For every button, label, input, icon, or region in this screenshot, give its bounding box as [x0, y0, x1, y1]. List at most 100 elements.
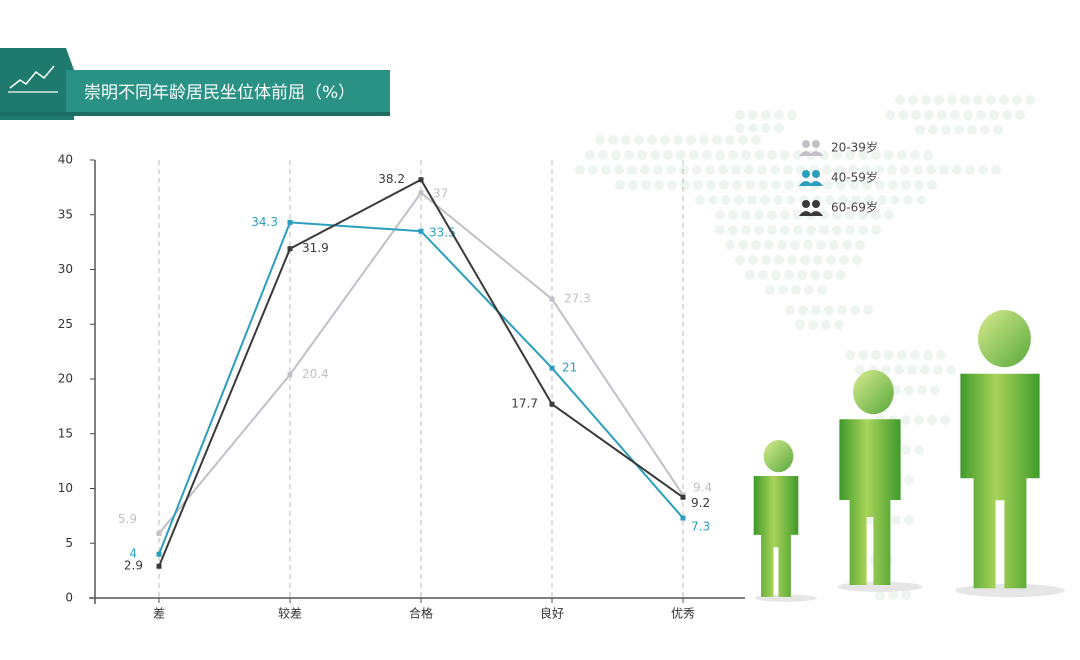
map-dot: [895, 95, 905, 105]
map-dot: [819, 150, 829, 160]
legend-icon: [812, 170, 820, 178]
map-dot: [881, 365, 891, 375]
map-dot: [751, 135, 761, 145]
map-dot: [976, 110, 986, 120]
map-dot: [817, 285, 827, 295]
map-dot: [928, 125, 938, 135]
map-dot: [754, 150, 764, 160]
map-dot: [647, 135, 657, 145]
map-dot: [695, 195, 705, 205]
map-dot: [850, 305, 860, 315]
legend-label: 40-59岁: [831, 170, 878, 185]
data-label: 20.4: [302, 367, 329, 381]
data-label: 27.3: [564, 292, 591, 306]
map-dot: [910, 150, 920, 160]
data-label: 37: [433, 186, 448, 200]
map-dot: [917, 385, 927, 395]
point-marker: [156, 551, 162, 557]
point-marker: [156, 563, 162, 569]
data-label: 7.3: [691, 520, 710, 534]
point-marker: [549, 401, 555, 407]
map-dot: [904, 475, 914, 485]
point-marker: [680, 515, 686, 521]
map-dot: [811, 305, 821, 315]
y-tick-label: 30: [58, 262, 73, 276]
map-dot: [934, 95, 944, 105]
map-dot: [858, 350, 868, 360]
legend-icon: [802, 140, 810, 148]
map-dot: [705, 165, 715, 175]
map-dot: [855, 365, 865, 375]
map-dot: [791, 285, 801, 295]
map-dot: [725, 240, 735, 250]
map-dot: [871, 150, 881, 160]
map-dot: [823, 270, 833, 280]
y-tick-label: 20: [58, 372, 73, 386]
map-dot: [832, 225, 842, 235]
y-tick-label: 25: [58, 317, 73, 331]
map-dot: [939, 165, 949, 175]
map-dot: [715, 150, 725, 160]
map-dot: [699, 135, 709, 145]
map-dot: [637, 150, 647, 160]
map-dot: [923, 350, 933, 360]
figure-body: [753, 475, 799, 597]
map-dot: [601, 165, 611, 175]
map-dot: [728, 210, 738, 220]
point-marker: [418, 190, 424, 196]
map-dot: [816, 240, 826, 250]
map-dot: [785, 305, 795, 315]
legend-icon: [799, 181, 813, 186]
map-dot: [804, 285, 814, 295]
map-dot: [877, 195, 887, 205]
map-dot: [738, 240, 748, 250]
map-dot: [634, 135, 644, 145]
map-dot: [999, 95, 1009, 105]
map-dot: [989, 110, 999, 120]
map-dot: [914, 445, 924, 455]
map-dot: [676, 150, 686, 160]
map-dot: [871, 210, 881, 220]
series-line: [158, 178, 684, 567]
map-dot: [708, 195, 718, 205]
point-marker: [418, 177, 424, 183]
map-dot: [845, 225, 855, 235]
map-dot: [875, 590, 885, 600]
map-dot: [780, 210, 790, 220]
point-marker: [156, 530, 162, 536]
figure-head: [978, 310, 1031, 368]
map-dot: [907, 365, 917, 375]
map-dot: [689, 150, 699, 160]
map-dot: [908, 95, 918, 105]
map-dot: [904, 515, 914, 525]
map-dot: [741, 210, 751, 220]
map-dot: [845, 210, 855, 220]
world-map-decoration: [575, 95, 1035, 600]
title-banner: 崇明不同年龄居民坐位体前屈（%）: [0, 48, 390, 120]
map-dot: [787, 110, 797, 120]
legend-icon: [802, 170, 810, 178]
map-dot: [765, 285, 775, 295]
map-dot: [748, 123, 758, 133]
map-dot: [621, 135, 631, 145]
map-dot: [808, 320, 818, 330]
map-dot: [986, 95, 996, 105]
map-dot: [774, 255, 784, 265]
map-dot: [751, 240, 761, 250]
map-dot: [735, 255, 745, 265]
legend-icon: [809, 151, 823, 156]
map-dot: [719, 180, 729, 190]
map-dot: [993, 125, 1003, 135]
map-dot: [803, 240, 813, 250]
map-dot: [871, 350, 881, 360]
map-dot: [767, 210, 777, 220]
data-label: 21: [562, 361, 577, 375]
map-dot: [891, 515, 901, 525]
map-dot: [650, 150, 660, 160]
map-dot: [654, 180, 664, 190]
map-dot: [735, 110, 745, 120]
map-dot: [832, 150, 842, 160]
map-dot: [819, 225, 829, 235]
figure-head: [763, 440, 794, 473]
